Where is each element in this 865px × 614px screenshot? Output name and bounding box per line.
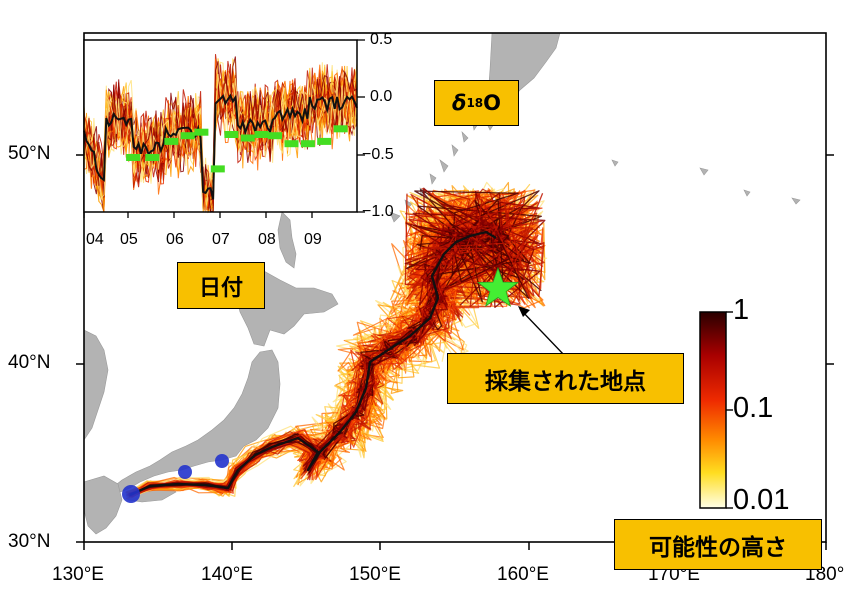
- lat-label-50: 50°N: [8, 143, 51, 164]
- inset-measured-value: [317, 137, 332, 145]
- inset-measured-value: [224, 131, 239, 138]
- release-sites: [122, 454, 229, 503]
- lon-label-140: 140°E: [201, 564, 253, 585]
- inset-measured-value: [194, 128, 209, 136]
- drift-tracks: [125, 181, 548, 500]
- date-callout: 日付: [177, 262, 265, 309]
- callout-arrow: [519, 308, 566, 357]
- colorbar-label-0.1: 0.1: [733, 392, 774, 424]
- lat-label-40: 40°N: [8, 352, 51, 373]
- inset-measured-value: [333, 125, 348, 133]
- inset-measured-value: [254, 131, 269, 138]
- mean-drift-track: [129, 230, 497, 497]
- inset-x-tick-06: 06: [166, 231, 184, 248]
- inset-panel: [83, 39, 365, 218]
- isotope-callout: δ 18 O: [434, 80, 519, 126]
- land: [84, 33, 801, 535]
- inset-measured-value: [284, 140, 299, 148]
- inset-x-tick-04: 04: [86, 231, 104, 248]
- colorbar-label-0.01: 0.01: [733, 484, 790, 516]
- inset-y-tick-0.0: 0.0: [370, 88, 393, 105]
- release-marker-kii: [178, 465, 192, 479]
- inset-measured-value: [210, 165, 225, 173]
- inset-x-tick-07: 07: [212, 231, 230, 248]
- inset-measured-value: [164, 137, 179, 145]
- inset-ensemble-line: [83, 60, 358, 198]
- inset-x-tick-09: 09: [304, 231, 322, 248]
- sample-site-star-icon: [476, 266, 520, 307]
- callout-arrow-head: [518, 306, 530, 317]
- sample-site-callout: 採集された地点: [447, 353, 684, 404]
- colorbar-label-1: 1: [733, 294, 750, 326]
- lon-label-150: 150°E: [349, 564, 401, 585]
- inset-measured-value: [145, 154, 160, 161]
- probability-callout: 可能性の高さ: [614, 519, 822, 570]
- inset-y-tick-neg1.0: −1.0: [362, 203, 394, 220]
- sakhalin-island: [277, 211, 297, 269]
- inset-measured-values: [126, 125, 348, 173]
- inset-isotope-series: [83, 54, 358, 214]
- inset-measured-value: [180, 132, 195, 140]
- isotope-superscript: 18: [466, 96, 484, 110]
- inset-mean-line: [83, 93, 358, 200]
- lat-label-30: 30°N: [8, 531, 51, 552]
- inset-measured-value: [126, 154, 141, 161]
- colorbar: [699, 311, 733, 509]
- isotope-element: O: [483, 91, 501, 115]
- inset-y-tick-neg0.5: −0.5: [362, 146, 394, 163]
- minor-islands: [611, 159, 801, 205]
- inset-measured-value: [300, 140, 315, 148]
- isotope-delta: δ: [452, 91, 467, 115]
- korea-coast: [84, 329, 109, 441]
- lon-label-130: 130°E: [52, 564, 104, 585]
- inset-ensemble-line: [83, 56, 358, 213]
- inset-measured-value: [268, 132, 283, 140]
- release-marker-izu: [215, 454, 229, 468]
- kyushu-island: [84, 475, 123, 535]
- release-marker-kyushu: [122, 485, 140, 503]
- inset-ensemble-line: [83, 74, 358, 213]
- lon-label-160: 160°E: [497, 564, 549, 585]
- inset-x-tick-05: 05: [120, 231, 138, 248]
- inset-measured-value: [240, 134, 255, 142]
- inset-x-tick-08: 08: [258, 231, 276, 248]
- inset-y-tick-0.5: 0.5: [370, 31, 393, 48]
- colorbar-gradient: [699, 311, 727, 509]
